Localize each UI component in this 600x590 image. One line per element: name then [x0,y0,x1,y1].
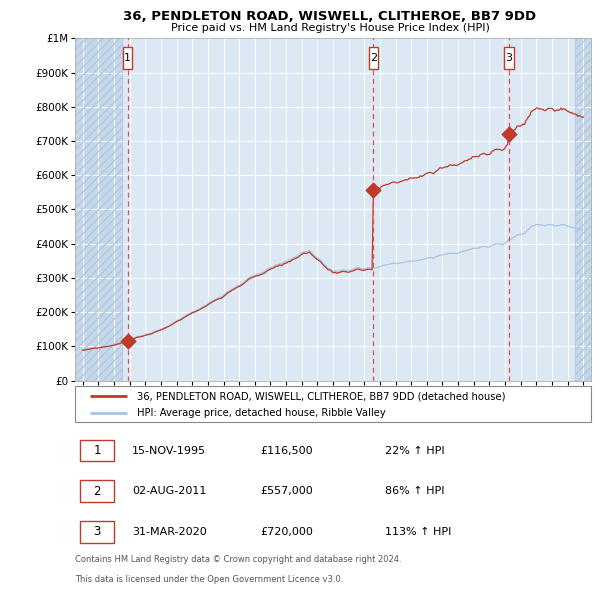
Text: 02-AUG-2011: 02-AUG-2011 [132,486,206,496]
Text: 22% ↑ HPI: 22% ↑ HPI [385,445,444,455]
Text: 2: 2 [93,484,101,498]
FancyBboxPatch shape [80,440,114,461]
Text: Contains HM Land Registry data © Crown copyright and database right 2024.: Contains HM Land Registry data © Crown c… [75,555,401,564]
Text: Price paid vs. HM Land Registry's House Price Index (HPI): Price paid vs. HM Land Registry's House … [170,24,490,33]
Bar [504,47,514,69]
Text: 3: 3 [505,53,512,63]
FancyBboxPatch shape [80,521,114,543]
FancyBboxPatch shape [80,480,114,502]
FancyBboxPatch shape [75,386,591,422]
Text: £720,000: £720,000 [261,527,314,537]
Text: 1: 1 [124,53,131,63]
Bar [368,47,378,69]
Text: 31-MAR-2020: 31-MAR-2020 [132,527,206,537]
Point [368,185,378,195]
Text: 36, PENDLETON ROAD, WISWELL, CLITHEROE, BB7 9DD: 36, PENDLETON ROAD, WISWELL, CLITHEROE, … [124,10,536,23]
Text: 1: 1 [93,444,101,457]
Text: This data is licensed under the Open Government Licence v3.0.: This data is licensed under the Open Gov… [75,575,343,584]
Text: 86% ↑ HPI: 86% ↑ HPI [385,486,444,496]
Text: 113% ↑ HPI: 113% ↑ HPI [385,527,451,537]
Bar [123,47,133,69]
Text: 2: 2 [370,53,377,63]
Text: £116,500: £116,500 [261,445,313,455]
Text: HPI: Average price, detached house, Ribble Valley: HPI: Average price, detached house, Ribb… [137,408,386,418]
Text: 15-NOV-1995: 15-NOV-1995 [132,445,206,455]
Text: 36, PENDLETON ROAD, WISWELL, CLITHEROE, BB7 9DD (detached house): 36, PENDLETON ROAD, WISWELL, CLITHEROE, … [137,391,505,401]
Text: £557,000: £557,000 [261,486,314,496]
Point [123,336,133,345]
Point [504,129,514,139]
Text: 3: 3 [93,525,101,538]
